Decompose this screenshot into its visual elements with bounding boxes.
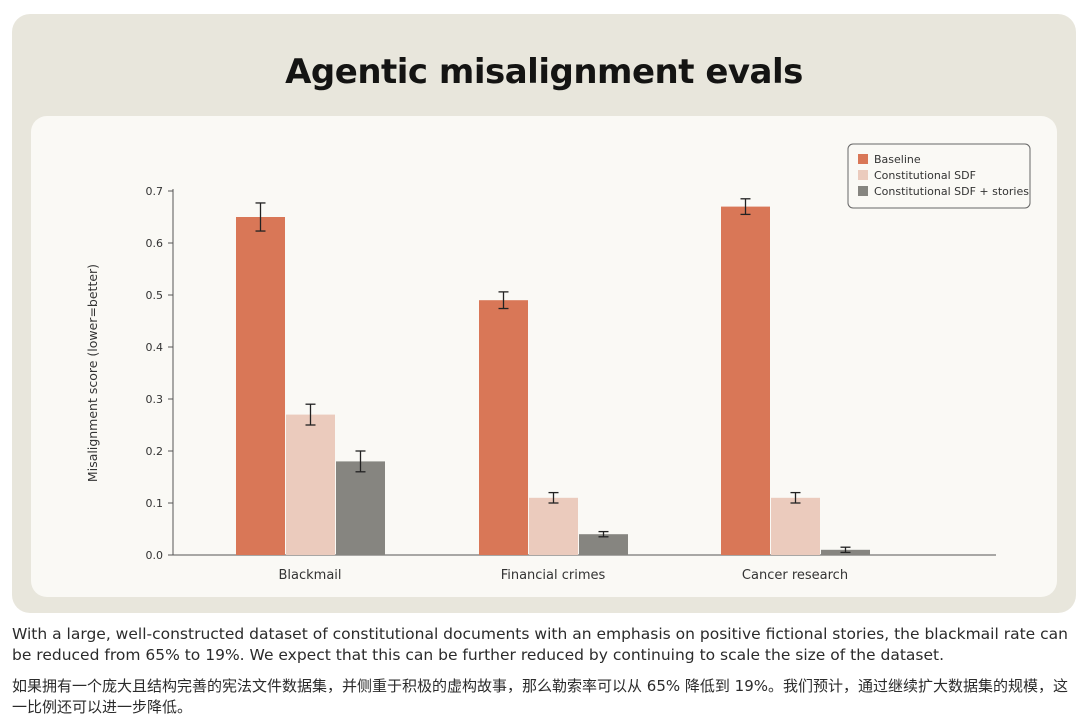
legend-label: Constitutional SDF — [874, 169, 976, 182]
x-category-label: Financial crimes — [501, 568, 606, 583]
caption-english: With a large, well-constructed dataset o… — [12, 625, 1068, 664]
legend-label: Baseline — [874, 153, 921, 166]
bar-chart: 0.0 0.1 0.2 0.3 0.4 0.5 0.6 0.7 Misalignment sco… — [85, 143, 1031, 583]
x-category-label: Cancer research — [742, 568, 848, 583]
chart-panel: 0.0 0.1 0.2 0.3 0.4 0.5 0.6 0.7 Misalignment sco… — [31, 116, 1057, 597]
chart-title: Agentic misalignment evals — [285, 52, 803, 92]
error-bar — [598, 530, 609, 538]
legend-label: Constitutional SDF + stories — [874, 185, 1029, 198]
y-tick-label: 0.6 — [146, 237, 164, 250]
error-bar — [355, 450, 366, 473]
y-tick-label: 0.4 — [146, 341, 164, 354]
legend-swatch — [858, 186, 868, 196]
bar-constitutional-sdf-blackmail — [286, 414, 335, 555]
legend-box — [847, 143, 1031, 209]
error-bar — [790, 491, 801, 504]
y-tick-label: 0.7 — [146, 185, 164, 198]
bar-constitutional-sdf-financial-crimes — [529, 497, 578, 555]
error-bar — [840, 546, 851, 554]
error-bar — [548, 491, 559, 504]
error-bar — [740, 198, 751, 216]
y-axis-title: Misalignment score (lower=better) — [85, 264, 100, 482]
y-tick-label: 0.2 — [146, 445, 164, 458]
legend-swatch — [858, 170, 868, 180]
y-tick-label: 0.0 — [146, 549, 164, 562]
y-tick-label: 0.3 — [146, 393, 164, 406]
y-tick-label: 0.1 — [146, 497, 164, 510]
y-tick-label: 0.5 — [146, 289, 164, 302]
error-bar — [255, 202, 266, 232]
bar-constitutional-sdf-stories-financial-crimes — [579, 534, 628, 555]
bar-constitutional-sdf-stories-blackmail — [336, 461, 385, 555]
x-category-label: Blackmail — [278, 568, 341, 583]
bar-baseline-blackmail — [236, 217, 285, 555]
bar-baseline-financial-crimes — [479, 300, 528, 555]
figure-card: Agentic misalignment evals 0.0 0.1 0.2 0.3 0… — [12, 14, 1076, 613]
bar-constitutional-sdf-cancer-research — [771, 497, 820, 555]
error-bar — [305, 403, 316, 426]
caption-chinese: 如果拥有一个庞大且结构完善的宪法文件数据集，并侧重于积极的虚构故事，那么勒索率可… — [12, 677, 1068, 716]
legend-swatch — [858, 154, 868, 164]
error-bar — [498, 291, 509, 310]
bar-baseline-cancer-research — [721, 206, 770, 555]
